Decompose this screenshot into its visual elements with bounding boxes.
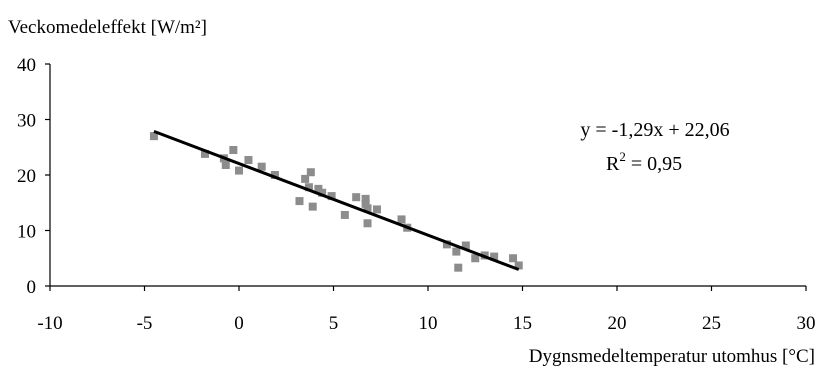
- data-point-30: [471, 254, 480, 263]
- data-point-11: [304, 183, 313, 192]
- y-tick-label-1: 10: [17, 222, 36, 243]
- trendline-equation: y = -1,29x + 22,06: [580, 119, 729, 141]
- data-point-8: [270, 171, 279, 179]
- x-tick-label-7: 25: [702, 313, 721, 334]
- data-point-16: [327, 192, 336, 201]
- y-axis: 0 10 20 30 40: [17, 55, 51, 298]
- data-point-10: [301, 174, 310, 183]
- data-point-24: [397, 215, 406, 224]
- data-point-34: [514, 261, 523, 270]
- data-point-21: [363, 204, 372, 213]
- data-point-12: [306, 168, 315, 177]
- x-tick-label-5: 15: [513, 313, 532, 334]
- y-tick-label-4: 40: [17, 55, 36, 76]
- x-tick-label-1: -5: [137, 313, 153, 334]
- data-point-23: [372, 205, 381, 214]
- data-point-6: [244, 156, 253, 165]
- data-point-20: [361, 199, 370, 208]
- data-point-7: [257, 162, 266, 171]
- x-tick-label-8: 30: [797, 313, 816, 334]
- x-tick-label-3: 5: [329, 313, 339, 334]
- data-point-29: [461, 241, 470, 250]
- x-tick-label-4: 10: [419, 313, 438, 334]
- trendline: [153, 129, 520, 271]
- data-point-22: [363, 219, 372, 228]
- data-point-13: [308, 202, 317, 211]
- y-tick-label-2: 20: [17, 166, 36, 187]
- data-point-17: [340, 210, 349, 219]
- x-axis-label: Dygnsmedeltemperatur utomhus [°C]: [529, 346, 815, 367]
- data-point-19: [361, 194, 370, 203]
- x-tick-label-2: 0: [234, 313, 244, 334]
- y-tick-label-3: 30: [17, 111, 36, 132]
- x-tick-label-0: -10: [37, 313, 62, 334]
- y-axis-label: Veckomedeleffekt [W/m²]: [8, 17, 207, 38]
- data-point-32: [490, 252, 499, 261]
- data-point-27: [452, 247, 461, 256]
- r-squared-exponent: 2: [619, 149, 626, 164]
- data-point-18: [352, 193, 361, 202]
- r-squared-symbol: R: [606, 153, 620, 175]
- data-point-1: [200, 149, 209, 158]
- data-point-33: [509, 254, 518, 263]
- x-axis: -10 -5 0 5 10 15 20 25 30: [37, 285, 816, 334]
- data-point-5: [235, 166, 243, 175]
- data-point-4: [229, 146, 238, 155]
- x-tick-label-6: 20: [608, 313, 627, 334]
- data-point-0: [149, 132, 158, 141]
- r-squared-annotation: R2 = 0,95: [606, 149, 682, 175]
- r-squared-value: = 0,95: [626, 153, 682, 175]
- data-point-9: [295, 197, 304, 206]
- data-point-15: [318, 188, 327, 197]
- data-point-28: [454, 263, 463, 272]
- data-point-26: [442, 240, 451, 249]
- y-tick-label-0: 0: [27, 277, 37, 298]
- data-point-3: [221, 161, 230, 170]
